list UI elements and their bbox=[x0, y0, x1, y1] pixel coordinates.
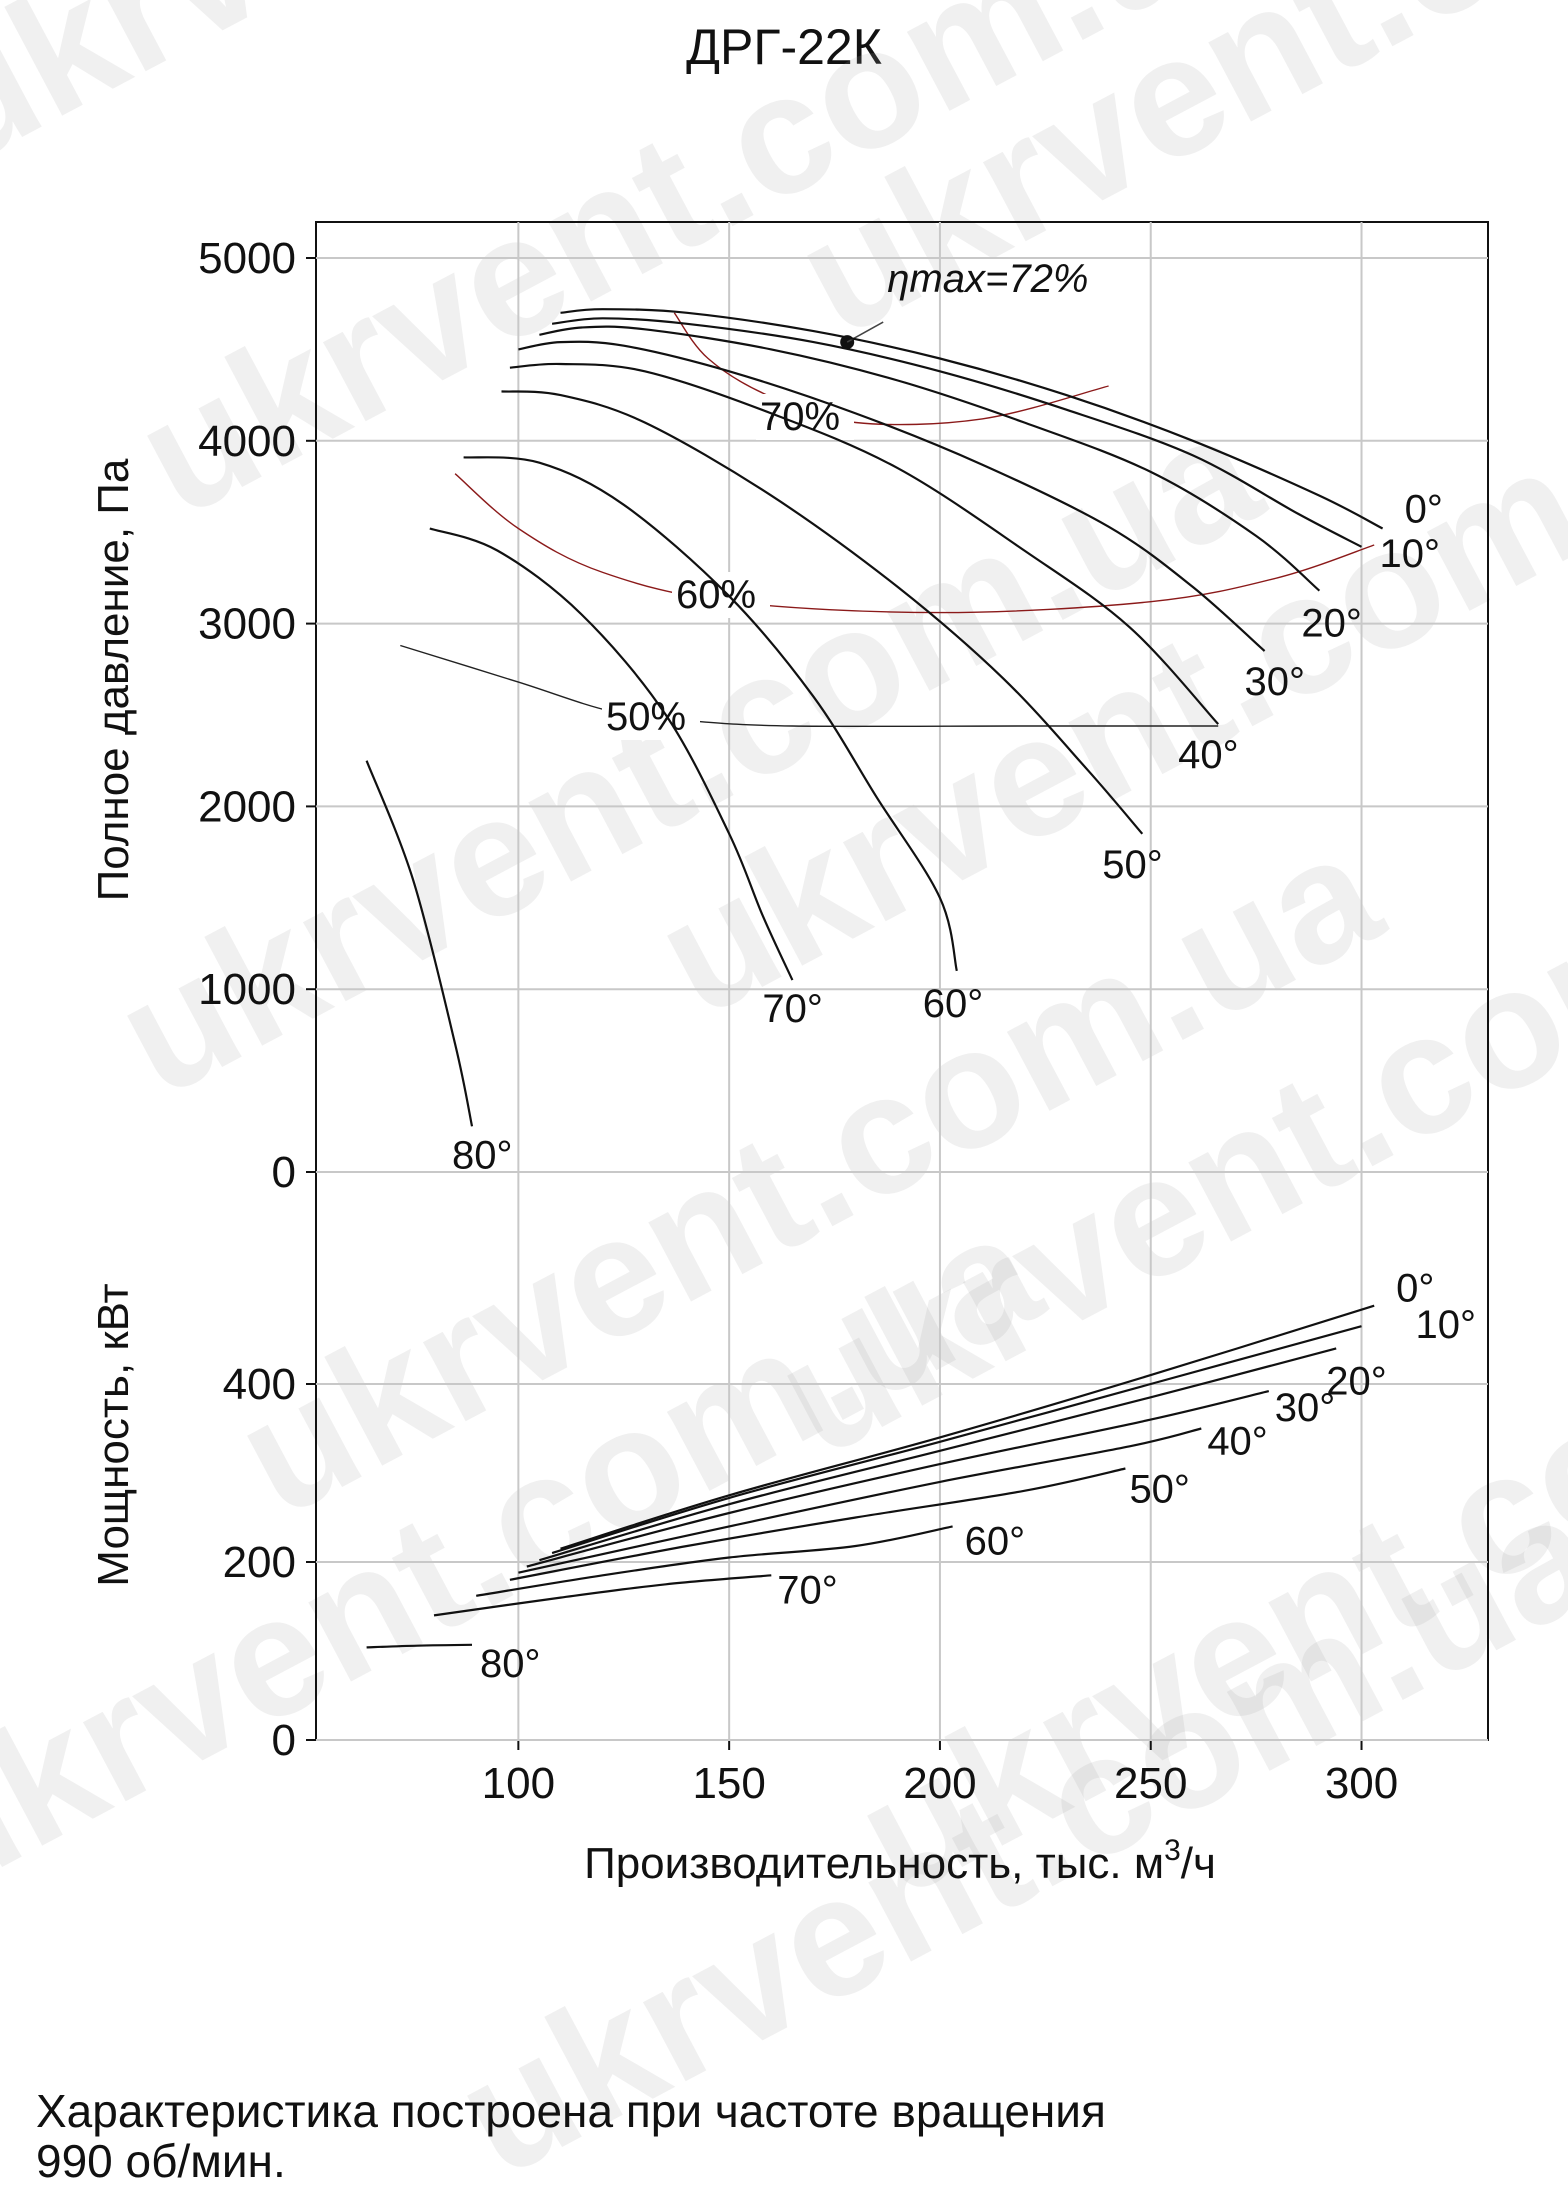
power-curve-label: 40° bbox=[1207, 1420, 1268, 1464]
pressure-curve-label: 0° bbox=[1405, 488, 1443, 532]
y-axis-title-power: Мощность, кВт bbox=[89, 1283, 138, 1586]
efficiency-curve bbox=[400, 644, 1219, 728]
labels-layer: 100 150 200 250 3000100020003000400050000200… bbox=[89, 234, 1476, 1888]
pressure-curve-label: 40° bbox=[1178, 733, 1239, 777]
series-layer bbox=[365, 308, 1384, 1649]
grid-layer bbox=[306, 221, 1489, 1750]
power-curve bbox=[433, 1574, 772, 1617]
pressure-curve bbox=[518, 340, 1266, 652]
power-curve-label: 10° bbox=[1416, 1303, 1477, 1347]
power-curve-label: 70° bbox=[777, 1568, 838, 1612]
y-tick-label-pressure: 5000 bbox=[198, 234, 296, 283]
y-tick-label-pressure: 4000 bbox=[198, 417, 296, 466]
y-tick-label-power: 0 bbox=[272, 1716, 296, 1765]
power-curve bbox=[551, 1325, 1362, 1555]
x-tick-label: 200 bbox=[903, 1759, 976, 1808]
power-curve-label: 60° bbox=[965, 1519, 1025, 1563]
footnote-line-1: Характеристика построена при частоте вра… bbox=[36, 2085, 1106, 2137]
y-tick-label-pressure: 0 bbox=[272, 1148, 296, 1197]
pressure-curve-label: 80° bbox=[452, 1133, 512, 1177]
efficiency-curves-layer bbox=[400, 312, 1375, 740]
pressure-curve bbox=[463, 456, 958, 972]
power-curve-label: 50° bbox=[1129, 1468, 1190, 1512]
x-tick-label: 100 bbox=[482, 1759, 555, 1808]
x-axis-title: Производительность, тыс. м3/ч bbox=[584, 1834, 1216, 1888]
power-curve bbox=[560, 1304, 1375, 1550]
efficiency-label-bg bbox=[602, 694, 700, 740]
pressure-curve bbox=[365, 760, 474, 1127]
efficiency-label-bg bbox=[756, 394, 854, 440]
pressure-curve bbox=[509, 362, 1220, 725]
pressure-curve-label: 50° bbox=[1102, 843, 1163, 887]
x-axis-title-sup: 3 bbox=[1164, 1834, 1181, 1867]
pressure-curve-label: 30° bbox=[1245, 660, 1306, 704]
y-axis-title-pressure: Полное давление, Па bbox=[89, 458, 138, 901]
efficiency-curve bbox=[454, 473, 1375, 614]
power-curve-label: 20° bbox=[1326, 1359, 1387, 1403]
power-curve-label: 0° bbox=[1396, 1267, 1434, 1311]
efficiency-curve-label: 60% bbox=[676, 573, 756, 617]
x-tick-label: 300 bbox=[1325, 1759, 1398, 1808]
x-tick-label: 150 bbox=[692, 1759, 765, 1808]
pressure-curve-label: 10° bbox=[1380, 532, 1441, 576]
efficiency-max-label: ηmax=72% bbox=[887, 257, 1088, 301]
power-curve bbox=[476, 1525, 953, 1597]
footnote: Характеристика построена при частоте вра… bbox=[36, 2086, 1516, 2186]
power-curve bbox=[539, 1347, 1337, 1562]
footnote-line-2: 990 об/мин. bbox=[36, 2135, 286, 2187]
y-tick-label-pressure: 3000 bbox=[198, 600, 296, 649]
efficiency-curve-label: 50% bbox=[606, 695, 686, 739]
power-curve bbox=[526, 1390, 1270, 1568]
chart-title: ДРГ-22К bbox=[686, 19, 882, 75]
power-curve bbox=[366, 1643, 473, 1649]
pressure-curve bbox=[551, 317, 1363, 548]
efficiency-label-bg bbox=[672, 572, 770, 618]
power-curve-label: 30° bbox=[1275, 1386, 1336, 1430]
x-axis-title-main: Производительность, тыс. м bbox=[584, 1839, 1164, 1888]
power-curve bbox=[518, 1427, 1202, 1574]
power-curve-label: 80° bbox=[480, 1642, 540, 1686]
pressure-curve bbox=[539, 325, 1321, 592]
x-axis-title-suffix: /ч bbox=[1181, 1839, 1216, 1888]
x-tick-label: 250 bbox=[1114, 1759, 1187, 1808]
efficiency-curve-label: 70% bbox=[760, 395, 840, 439]
y-tick-label-power: 200 bbox=[223, 1538, 296, 1587]
pressure-curve bbox=[429, 527, 794, 981]
pressure-curve bbox=[560, 308, 1384, 530]
pressure-curve-label: 70° bbox=[762, 987, 823, 1031]
power-curve bbox=[509, 1467, 1126, 1581]
pressure-curve-label: 60° bbox=[923, 982, 984, 1026]
y-tick-label-pressure: 1000 bbox=[198, 965, 296, 1014]
pressure-curve bbox=[501, 390, 1144, 835]
y-tick-label-pressure: 2000 bbox=[198, 782, 296, 831]
y-tick-label-power: 400 bbox=[223, 1360, 296, 1409]
pressure-curve-label: 20° bbox=[1301, 602, 1362, 646]
